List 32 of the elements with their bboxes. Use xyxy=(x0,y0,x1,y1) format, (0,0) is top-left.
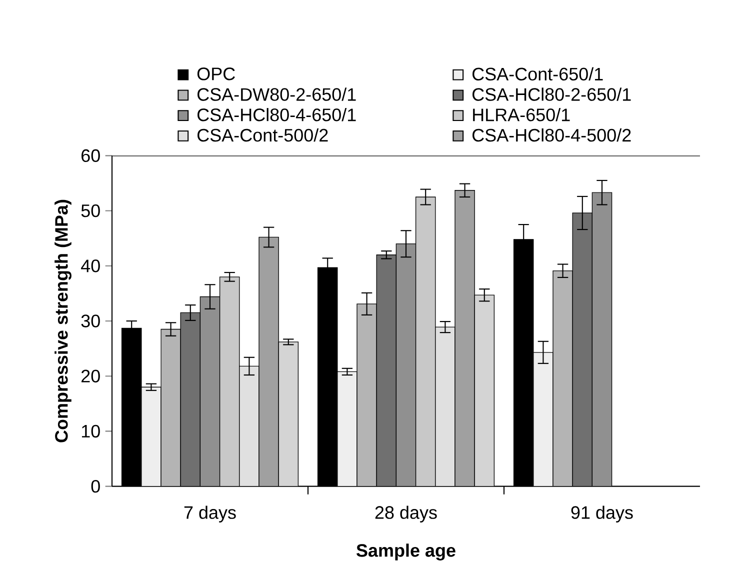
bar xyxy=(160,328,181,486)
bar xyxy=(180,312,201,486)
bar xyxy=(376,254,397,486)
bar xyxy=(356,304,377,486)
x-axis-title: Sample age xyxy=(356,544,456,560)
bar xyxy=(474,294,495,486)
bar xyxy=(572,212,593,486)
bar xyxy=(219,276,240,486)
legend-label: CSA-DW80-2-650/1 xyxy=(198,88,356,101)
y-tick-label: 60 xyxy=(82,149,100,162)
x-tick-label: 28 days xyxy=(375,506,437,522)
y-tick-label: 0 xyxy=(91,480,100,493)
y-tick-label: 30 xyxy=(81,314,100,328)
legend-label: CSA-HCl80-4-500/2 xyxy=(472,128,631,142)
legend-label: CSA-Cont-650/1 xyxy=(472,67,603,80)
y-axis-title: Compressive strength (MPa) xyxy=(54,200,72,442)
y-tick-label: 10 xyxy=(82,424,100,438)
bar xyxy=(435,326,456,486)
legend-label: CSA-HCl80-4-650/1 xyxy=(198,108,356,122)
bar xyxy=(552,270,573,486)
legend-label: OPC xyxy=(197,68,235,80)
y-tick-label: 40 xyxy=(81,260,100,272)
y-tick-label: 50 xyxy=(81,204,100,218)
bar xyxy=(278,342,299,486)
legend-label: CSA-Cont-500/2 xyxy=(198,128,328,142)
bar xyxy=(239,366,260,486)
x-tick-label: 91 days xyxy=(571,506,633,522)
legend-label: HLRA-650/1 xyxy=(473,108,570,122)
bar xyxy=(415,196,436,486)
legend-label: CSA-HCl80-2-650/1 xyxy=(472,88,631,101)
y-tick-label: 20 xyxy=(82,370,100,382)
x-tick-label: 7 days xyxy=(184,506,236,522)
